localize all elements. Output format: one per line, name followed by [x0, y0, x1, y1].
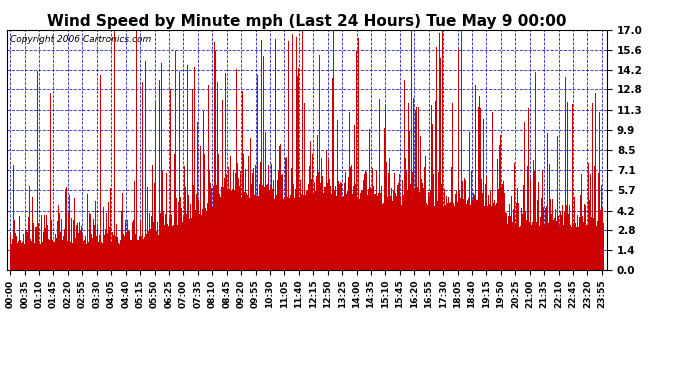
Text: Copyright 2006 Cartronics.com: Copyright 2006 Cartronics.com — [10, 35, 151, 44]
Title: Wind Speed by Minute mph (Last 24 Hours) Tue May 9 00:00: Wind Speed by Minute mph (Last 24 Hours)… — [48, 14, 566, 29]
